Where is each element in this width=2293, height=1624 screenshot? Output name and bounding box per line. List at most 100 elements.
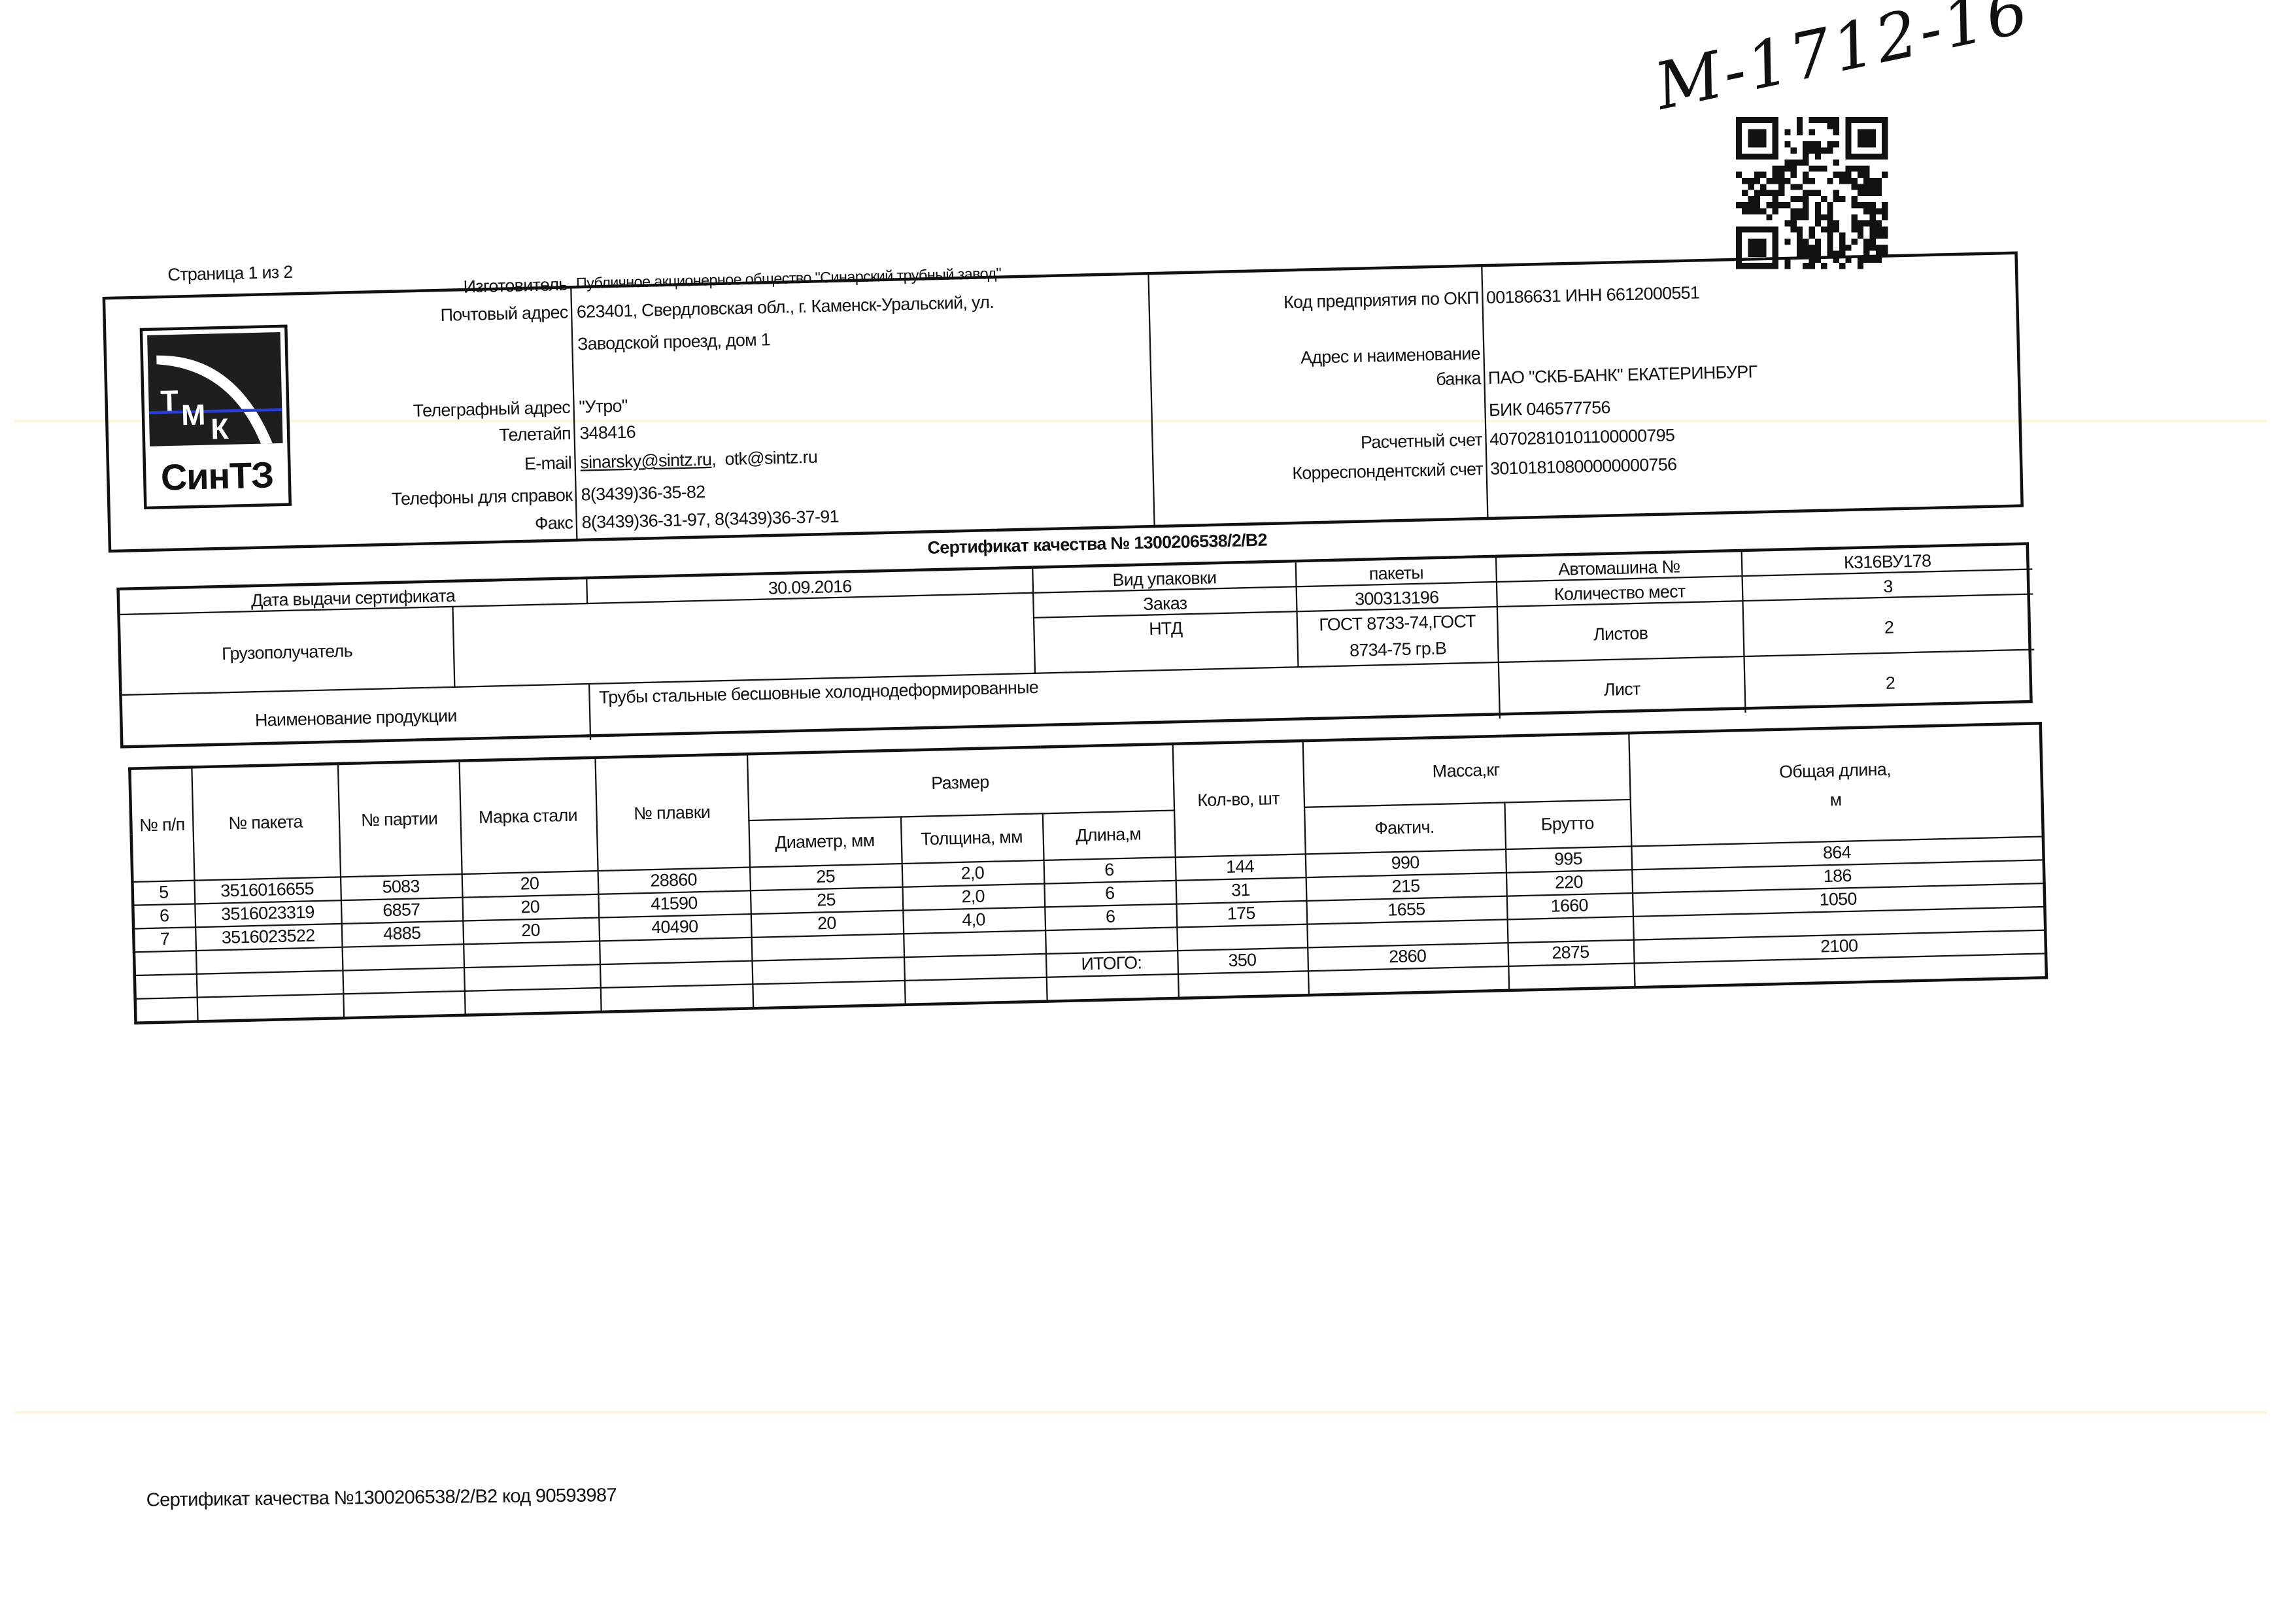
info-table: Дата выдачи сертификата 30.09.2016 Вид у… xyxy=(116,542,2035,752)
empty-cell xyxy=(751,934,904,961)
empty-cell xyxy=(464,987,601,1015)
account-value: 40702810101100000795 xyxy=(1489,424,1675,450)
teletype-label: Телетайп xyxy=(498,423,571,446)
product-label: Наименование продукции xyxy=(122,685,592,752)
col-total-length-header: Общая длина, м xyxy=(1628,723,2043,847)
empty-cell xyxy=(600,984,753,1012)
empty-cell xyxy=(904,977,1047,1005)
svg-text:Т: Т xyxy=(160,385,178,418)
svg-text:М: М xyxy=(181,399,206,431)
consignee-label: Грузополучатель xyxy=(120,607,456,696)
fax-label: Факс xyxy=(534,512,573,534)
empty-cell xyxy=(752,980,905,1009)
total-mass-gross: 2875 xyxy=(1507,939,1634,966)
cell-package: 3516023319 xyxy=(194,900,341,928)
telegraph-label: Телеграфный адрес xyxy=(413,397,571,422)
col-mass-gross-header: Брутто xyxy=(1504,799,1631,850)
certificate-title: Сертификат качества № 1300206538/2/В2 xyxy=(927,529,1268,558)
cell-num: 5 xyxy=(132,880,195,905)
cell-diameter: 25 xyxy=(749,887,903,915)
empty-cell xyxy=(343,990,465,1019)
col-mass-header: Масса,кг xyxy=(1302,733,1630,807)
cell-mass-gross: 995 xyxy=(1504,846,1632,873)
cell-package: 3516016655 xyxy=(194,877,341,904)
empty-cell xyxy=(196,994,344,1022)
col-thickness-header: Толщина, мм xyxy=(900,813,1044,864)
phones-label: Телефоны для справок xyxy=(391,484,573,510)
cell-length: 6 xyxy=(1044,880,1176,907)
sheets-value: 2 xyxy=(1743,594,2035,658)
col-size-header: Размер xyxy=(746,743,1174,820)
cell-diameter: 25 xyxy=(749,864,902,891)
qr-code xyxy=(1735,116,1888,269)
teletype-value: 348416 xyxy=(579,421,636,444)
empty-cell xyxy=(463,964,600,991)
empty-cell xyxy=(195,970,343,998)
email-link[interactable]: otk@sintz.ru xyxy=(724,447,818,469)
col-length-header: Длина,м xyxy=(1042,810,1175,860)
cell-heat: 40490 xyxy=(598,914,751,941)
svg-text:К: К xyxy=(211,413,229,446)
ntd-value: ГОСТ 8733-74,ГОСТ 8734-75 гр.В xyxy=(1297,607,1499,668)
empty-cell xyxy=(1506,916,1633,943)
cell-heat: 41590 xyxy=(598,890,751,918)
cell-batch: 4885 xyxy=(341,921,464,947)
empty-cell xyxy=(903,930,1045,958)
cell-thickness: 2,0 xyxy=(902,883,1045,911)
cell-qty: 31 xyxy=(1175,877,1306,904)
empty-cell xyxy=(599,937,752,965)
col-mass-actual-header: Фактич. xyxy=(1303,802,1505,854)
empty-cell xyxy=(1307,966,1509,996)
empty-cell xyxy=(1044,927,1178,954)
postal-address-label: Почтовый адрес xyxy=(440,301,568,326)
bik-value: БИК 046577756 xyxy=(1488,397,1611,421)
tmk-sintz-logo: Т М К СинТЗ xyxy=(139,324,292,510)
manufacturer-label: Изготовитель xyxy=(463,274,568,297)
sheets-label: Листов xyxy=(1497,601,1745,664)
col-diameter-header: Диаметр, мм xyxy=(748,816,902,868)
bank-label: Адрес и наименование xyxy=(1300,343,1481,368)
empty-cell xyxy=(195,947,343,974)
col-package-header: № пакета xyxy=(191,764,340,881)
sheet-label: Лист xyxy=(1499,657,1746,719)
logo-name: СинТЗ xyxy=(160,455,274,499)
cell-length: 6 xyxy=(1044,904,1177,931)
col-steel-header: Марка стали xyxy=(458,757,598,875)
cell-batch: 5083 xyxy=(339,874,462,901)
telegraph-value: "Утро" xyxy=(579,396,628,418)
ntd-label: НТД xyxy=(1034,612,1299,674)
cell-diameter: 20 xyxy=(750,910,904,938)
cell-length: 6 xyxy=(1043,857,1176,884)
bank-label-line2: банка xyxy=(1435,367,1482,390)
sheet-value: 2 xyxy=(1885,672,1895,694)
cell-mass-gross: 220 xyxy=(1505,870,1633,896)
total-label: ИТОГО: xyxy=(1045,951,1178,977)
cell-mass-gross: 1660 xyxy=(1506,893,1633,920)
col-num-header: № п/п xyxy=(129,767,194,882)
empty-cell xyxy=(1045,973,1178,1002)
empty-cell xyxy=(903,953,1046,981)
cell-steel: 20 xyxy=(461,871,598,898)
email-link[interactable]: sinarsky@sintz.ru xyxy=(580,448,712,473)
cell-steel: 20 xyxy=(462,894,599,921)
scan-artifact xyxy=(14,1411,2267,1414)
email-label: E-mail xyxy=(524,452,572,475)
col-qty-header: Кол-во, шт xyxy=(1172,741,1305,858)
cell-num: 7 xyxy=(133,927,195,953)
pipes-table: № п/п № пакета № партии Марка стали № пл… xyxy=(128,721,2048,1025)
empty-cell xyxy=(342,968,464,994)
page-indicator: Страница 1 из 2 xyxy=(167,262,293,285)
total-qty: 350 xyxy=(1177,947,1308,974)
col-batch-header: № партии xyxy=(337,760,462,877)
empty-cell xyxy=(1177,971,1308,998)
empty-cell xyxy=(133,951,196,976)
empty-cell xyxy=(134,973,197,999)
empty-cell xyxy=(599,960,753,988)
empty-cell xyxy=(751,957,904,985)
cell-thickness: 2,0 xyxy=(901,860,1044,887)
account-label: Расчетный счет xyxy=(1360,429,1483,453)
cell-steel: 20 xyxy=(462,917,600,945)
empty-cell xyxy=(1176,924,1308,951)
scan-artifact xyxy=(14,419,2267,423)
